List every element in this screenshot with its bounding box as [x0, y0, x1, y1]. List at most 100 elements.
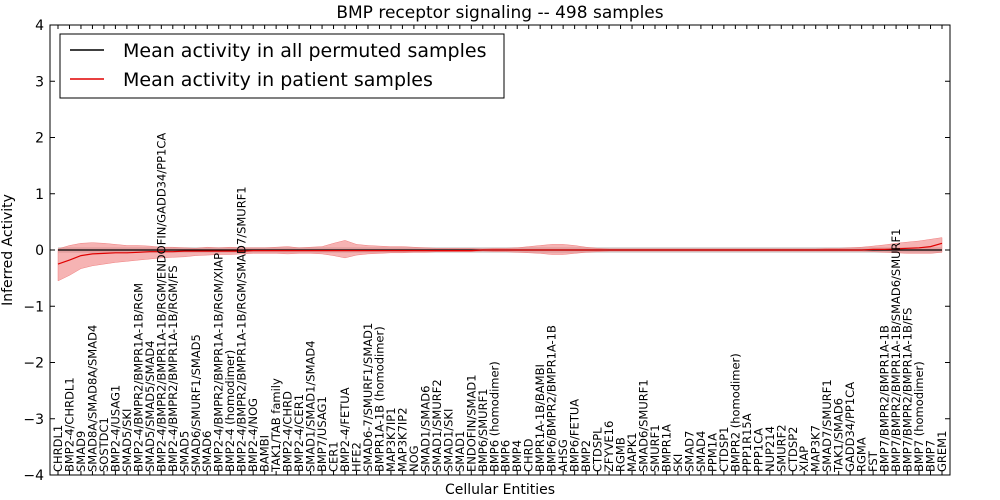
x-tick-label: CTDSP2: [786, 427, 800, 472]
x-tick-label: BMP2-4/USAG1: [108, 385, 122, 472]
patient-mean-line: [57, 242, 943, 265]
x-tick-label: SMAD7/SMURF1: [820, 379, 834, 472]
x-tick-label: TAK1/SMAD6: [832, 398, 846, 473]
x-tick-label: SMAD5/SKI: [120, 409, 134, 472]
x-tick-label: HFE2: [350, 442, 364, 472]
y-tick-label: −4: [23, 468, 44, 484]
x-tick-label: CTDSP1: [717, 427, 731, 472]
y-tick-label: 0: [35, 243, 44, 259]
x-tick-label: NOG: [407, 445, 421, 472]
x-tick-label: SMAD5/SMAD5/SMAD4: [143, 340, 157, 472]
x-tick-label: BMP2-4/FETUA: [338, 387, 352, 472]
x-tick-label: BMP2-4/BMPR2/BMPR1A-1B/RGM/FS: [166, 265, 180, 472]
x-tick-label: BMP2-4/BMPR2/BMPR1A-1B/RGM: [131, 283, 145, 472]
x-tick-label: BMP7/BMPR2/BMPR1A-1B: [878, 325, 892, 472]
x-tick-label: SMAD1/SMURF2: [430, 379, 444, 472]
y-ticks: −4 −3 −2 −1 0 1 2 3 4: [23, 18, 950, 484]
x-tick-label: SMURF2: [774, 424, 788, 472]
x-tick-label: GREM1: [935, 431, 949, 472]
x-tick-label: BMP7/BMPR2/BMPR1A-1B/SMAD6/SMURF1: [889, 229, 903, 472]
x-tick-label: RGMA: [855, 437, 869, 472]
y-tick-label: −3: [23, 412, 44, 428]
x-tick-label: ZFYVE16: [602, 421, 616, 472]
y-tick-label: 1: [35, 187, 44, 203]
x-tick-label: MAPK1: [625, 432, 639, 472]
x-tick-label: SMAD6/SMURF1/SMAD5: [189, 334, 203, 472]
x-tick-label: BMP2-4/BMPR2/BMPR1A-1B/RGM/SMAD7/SMURF1: [235, 186, 249, 472]
x-axis-label: Cellular Entities: [445, 482, 555, 498]
y-tick-label: 2: [35, 131, 44, 147]
x-tick-label: MAP3K7IP1: [384, 407, 398, 472]
x-tick-label: SKI: [671, 454, 685, 472]
x-tick-label: BMP6/BMPR2/BMPR1A-1B: [545, 325, 559, 472]
y-tick-label: −1: [23, 299, 44, 315]
x-tick-label: CHRD: [522, 438, 536, 472]
x-tick-label: SMAD1/SMAD1/SMAD4: [304, 340, 318, 472]
x-tick-label: SMAD5: [177, 431, 191, 472]
x-tick-label: BMP7: [924, 440, 938, 472]
x-tick-label: BMP6: [499, 440, 513, 472]
x-tick-label: SMAD9: [74, 431, 88, 472]
x-tick-label: MAP3K7IP2: [395, 407, 409, 472]
x-tick-label: BMP7/BMPR2/BMPR1A-1B/FS: [901, 308, 915, 472]
x-tick-label: BMP6/FETUA: [568, 399, 582, 472]
x-tick-label: SMAD1/SKI: [441, 409, 455, 472]
patient-confidence-band: [57, 237, 943, 282]
x-tick-label: SMAD6: [200, 431, 214, 472]
x-tick-label: BMP7 (homodimer): [912, 361, 926, 472]
x-tick-label: BMP4: [510, 440, 524, 472]
x-tick-label: BMP6/SMURF1: [476, 389, 490, 473]
x-tick-label: PPP1CA: [751, 428, 765, 472]
x-tick-label: SOSTDC1: [97, 417, 111, 472]
x-tick-label: BMP2-4/NOG: [246, 398, 260, 472]
x-ticks: CHRDL1BMP2-4/CHRDL1SMAD9SMAD8A/SMAD8A/SM…: [51, 25, 949, 475]
x-tick-label: BMP6 (homodimer): [487, 361, 501, 472]
legend-box: [59, 33, 505, 99]
x-tick-label: SMAD1: [453, 431, 467, 472]
y-axis-label: Inferred Activity: [0, 194, 16, 306]
y-tick-label: −2: [23, 356, 44, 372]
x-tick-label: GADD34/PP1CA: [843, 382, 857, 472]
x-tick-label: PPP1R15A: [740, 413, 754, 472]
series-lines: [57, 242, 943, 265]
x-tick-label: NUP214: [763, 426, 777, 472]
x-tick-label: CTDSPL: [591, 427, 605, 472]
x-tick-label: PPM1A: [705, 433, 719, 472]
x-tick-label: SMAD6/SMURF1: [637, 379, 651, 472]
x-tick-label: BMP2-4/CER1: [292, 394, 306, 472]
x-tick-label: CHRDL1: [51, 425, 65, 472]
x-tick-label: RGMB: [614, 437, 628, 472]
x-tick-label: BAMBI: [258, 435, 272, 472]
y-tick-label: 4: [35, 18, 44, 34]
x-tick-label: SMAD6-7/SMURF1/SMAD1: [361, 323, 375, 472]
x-tick-label: BMP2-4/BMPR2/BMPR1A-1B/RGM/ENDOFIN/GADD3…: [154, 133, 168, 472]
x-tick-label: BMP2-4/CHRDL1: [63, 377, 77, 472]
x-tick-label: FST: [866, 450, 880, 472]
x-tick-label: SMAD7: [682, 431, 696, 472]
legend-label-patient: Mean activity in patient samples: [123, 69, 433, 91]
x-tick-label: SMAD4: [694, 431, 708, 472]
x-tick-label: BMPR1A-1B (homodimer): [373, 326, 387, 472]
x-tick-label: SMAD8A/SMAD8A/SMAD4: [85, 325, 99, 472]
legend: Mean activity in all permuted samples Me…: [59, 33, 505, 99]
x-tick-label: TAK1/TAB family: [269, 378, 283, 473]
x-tick-label: CER1: [327, 441, 341, 472]
x-tick-label: BMP2: [579, 440, 593, 472]
x-tick-label: BMP2-4/CHRD: [281, 391, 295, 472]
x-tick-label: AHSG: [556, 439, 570, 472]
x-tick-label: BMPR1A: [660, 424, 674, 472]
legend-label-permuted: Mean activity in all permuted samples: [123, 40, 486, 62]
chart-title: BMP receptor signaling -- 498 samples: [336, 3, 663, 23]
x-tick-label: BMP2-4 (homodimer): [223, 350, 237, 472]
x-tick-label: BMP2-4/BMPR2/BMPR1A-1B/RGM/XIAP: [212, 253, 226, 472]
y-tick-label: 3: [35, 74, 44, 90]
x-tick-label: XIAP: [797, 446, 811, 472]
x-tick-label: BMP7/USAG1: [315, 396, 329, 472]
x-tick-label: BMPR2 (homodimer): [728, 353, 742, 472]
x-tick-label: SMAD1/SMAD6: [418, 386, 432, 472]
x-tick-label: BMPR1A-1B/BAMBI: [533, 364, 547, 472]
x-tick-label: ENDOFIN/SMAD1: [464, 374, 478, 472]
x-tick-label: SMURF1: [648, 424, 662, 472]
x-tick-label: MAP3K7: [809, 425, 823, 472]
